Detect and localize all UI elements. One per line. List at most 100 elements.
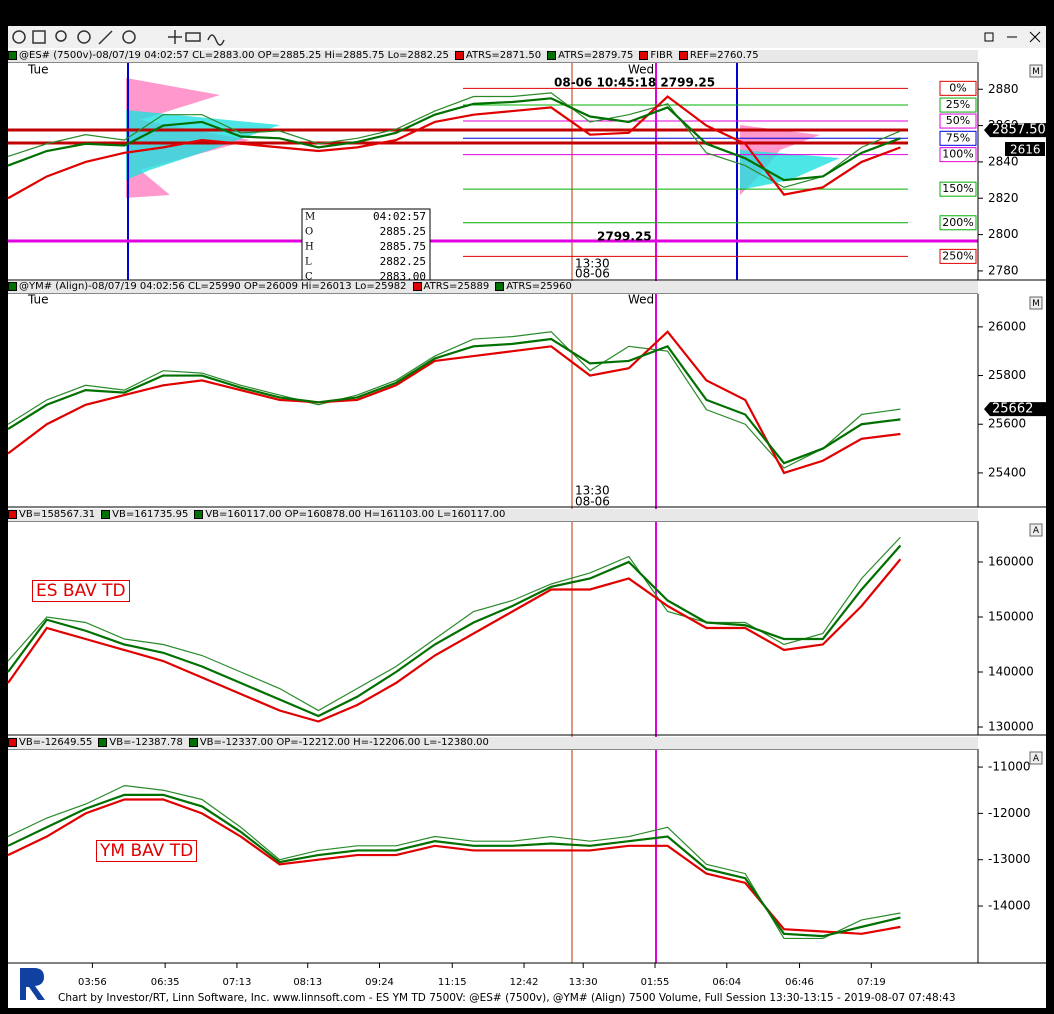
header-text: ATRS=25889 (423, 281, 490, 292)
toolbar-icons[interactable] (12, 30, 225, 46)
header-item: ATRS=25960 (495, 281, 572, 293)
fib-label-box (939, 97, 977, 113)
data-window (301, 208, 431, 281)
color-swatch (412, 281, 422, 291)
stop-line (7, 95, 901, 200)
annotation: 08-06 (575, 495, 610, 509)
data-window-key: L (305, 257, 312, 268)
data-window-key: H (305, 242, 314, 253)
x-tick-label: 06:46 (785, 977, 814, 988)
fib-label: 50% (946, 114, 970, 127)
header-text: ATRS=2871.50 (465, 50, 542, 61)
color-swatch (101, 509, 111, 519)
y-tick-label: 2840 (988, 154, 1019, 168)
logo (14, 966, 48, 1002)
price-tag-label: 25662 (992, 402, 1033, 417)
window-buttons[interactable] (984, 31, 1041, 43)
annotation-bg (1005, 142, 1045, 156)
y-tick-label: -11000 (988, 760, 1031, 774)
header-item: REF=2760.75 (678, 50, 759, 62)
header-item: VB=161735.95 (101, 509, 188, 521)
fib-label-box (939, 113, 977, 129)
fib-label: 75% (946, 131, 970, 144)
annotation: 13:30 (575, 484, 610, 498)
header-text: FIBR (650, 50, 673, 61)
y-tick-label: -13000 (988, 852, 1031, 866)
data-window-value: 2885.25 (380, 225, 426, 238)
header-item: @YM# (Align)-08/07/19 04:02:56 CL=25990 … (8, 281, 407, 293)
scale-mode: M (1032, 67, 1040, 77)
fib-label: 250% (942, 249, 973, 262)
stop-line (7, 793, 901, 938)
footer: Chart by Investor/RT, Linn Software, Inc… (58, 992, 956, 1004)
price-line (7, 331, 901, 469)
color-swatch (98, 737, 108, 747)
color-swatch (8, 50, 17, 60)
price-tag-label: 2857.50 (992, 123, 1046, 138)
fib-label-box (939, 215, 977, 231)
toolbar (8, 26, 1046, 48)
x-tick-label: 06:35 (151, 977, 180, 988)
color-swatch (639, 50, 649, 60)
header-item: VB=-12649.55 (8, 737, 92, 749)
scale-mode: M (1032, 299, 1040, 309)
y-tick-label: 160000 (988, 554, 1034, 568)
stop-line (7, 558, 902, 723)
data-window-value: 2883.00 (380, 270, 426, 283)
price-tag (984, 402, 1052, 417)
data-window-value: 2882.25 (380, 255, 426, 268)
fib-label: 150% (942, 182, 973, 195)
pane-header: @ES# (7500v)-08/07/19 04:02:57 CL=2883.0… (8, 50, 978, 63)
header-text: VB=160117.00 OP=160878.00 H=161103.00 L=… (205, 509, 506, 520)
fib-label-box (939, 147, 977, 163)
y-tick-label: 150000 (988, 609, 1034, 623)
header-item: VB=158567.31 (8, 509, 95, 521)
y-tick-label: 25400 (988, 465, 1026, 479)
scale-mode-box (1029, 523, 1043, 537)
header-text: VB=-12337.00 OP=-12212.00 H=-12206.00 L=… (199, 737, 489, 748)
fib-label-box (939, 248, 977, 264)
header-text: @YM# (Align)-08/07/19 04:02:56 CL=25990 … (19, 281, 407, 292)
x-tick-label: 07:19 (857, 977, 886, 988)
y-tick-label: 2880 (988, 82, 1019, 96)
annotation: 08-06 10:45:18 2799.25 (554, 76, 715, 90)
data-window-value: 2885.75 (380, 240, 426, 253)
color-swatch (8, 509, 17, 519)
header-item: ATRS=2879.75 (547, 50, 633, 62)
y-tick-label: -14000 (988, 899, 1031, 913)
pane-label: ES BAV TD (32, 580, 130, 602)
stop-line (7, 97, 901, 182)
x-tick-label: 11:15 (438, 977, 467, 988)
header-text: VB=158567.31 (19, 509, 96, 520)
annotation: Tue (27, 293, 49, 307)
header-text: VB=-12649.55 (19, 737, 93, 748)
fib-label: 200% (942, 216, 973, 229)
scale-mode: A (1033, 526, 1040, 536)
fib-label-box (939, 80, 977, 96)
header-text: REF=2760.75 (689, 50, 759, 61)
pane-label: YM BAV TD (96, 840, 198, 862)
fib-label: 100% (942, 148, 973, 161)
y-tick-label: 25600 (988, 417, 1026, 431)
color-swatch (495, 281, 505, 291)
stop-line (7, 337, 901, 465)
annotation: Tue (27, 63, 49, 77)
y-tick-label: 25800 (988, 368, 1026, 382)
header-item: VB=-12387.78 (98, 737, 183, 749)
data-window-key: M (305, 212, 315, 223)
x-tick-label: 03:56 (78, 977, 107, 988)
y-tick-label: 26000 (988, 319, 1026, 333)
annotation: Wed (628, 293, 654, 307)
annotation: Wed (628, 63, 654, 77)
x-tick-label: 01:55 (641, 977, 670, 988)
price-line (7, 92, 901, 188)
fib-label: 25% (946, 98, 970, 111)
color-swatch (454, 50, 464, 60)
color-swatch (678, 50, 688, 60)
header-text: ATRS=2879.75 (558, 50, 634, 61)
y-tick-label: 2800 (988, 227, 1019, 241)
color-swatch (8, 281, 17, 291)
scale-mode: A (1033, 754, 1040, 764)
x-tick-label: 13:30 (569, 977, 598, 988)
color-swatch (188, 737, 198, 747)
